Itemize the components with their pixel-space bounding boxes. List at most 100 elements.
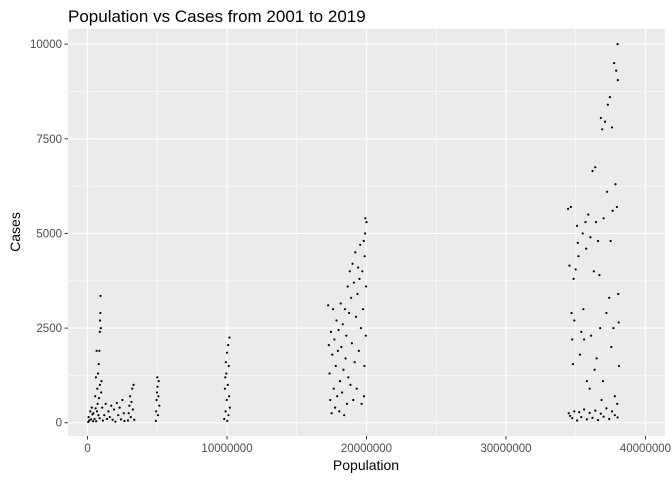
data-point (571, 362, 575, 366)
data-point (118, 406, 121, 409)
data-point (95, 349, 98, 352)
data-point (97, 397, 101, 400)
data-point (601, 128, 604, 131)
data-point (98, 383, 102, 386)
data-point (155, 391, 159, 394)
data-point (573, 410, 576, 413)
data-point (578, 411, 581, 414)
data-point (364, 217, 367, 220)
data-point (612, 61, 616, 65)
data-point (599, 326, 602, 330)
data-point (576, 241, 579, 245)
data-point (99, 311, 102, 315)
data-point (98, 417, 101, 420)
x-axis-ticks: 0 10000000 20000000 30000000 40000000 (84, 436, 671, 455)
data-point (122, 412, 125, 415)
y-tick-label: 7500 (36, 134, 62, 146)
data-point (569, 205, 572, 209)
data-point (111, 418, 114, 421)
data-point (616, 79, 619, 82)
x-axis-title: Population (333, 457, 399, 473)
data-point (595, 357, 598, 360)
data-point (341, 323, 344, 326)
data-point (593, 368, 596, 371)
data-point (568, 264, 571, 267)
data-point (349, 383, 352, 386)
data-point (362, 395, 366, 398)
data-point (337, 328, 340, 332)
data-point (364, 232, 367, 235)
data-point (123, 419, 126, 422)
data-point (566, 207, 570, 210)
data-point (225, 372, 228, 375)
data-point (617, 364, 621, 368)
data-point (340, 345, 343, 349)
data-point (606, 103, 609, 106)
data-point (119, 418, 123, 421)
data-point (133, 418, 136, 421)
data-point (363, 364, 366, 368)
y-axis-ticks: 0 2500 5000 7500 10000 (30, 39, 68, 430)
data-point (127, 412, 130, 415)
data-points (87, 43, 621, 424)
data-point (354, 315, 358, 318)
data-point (132, 383, 135, 386)
data-point (573, 319, 576, 322)
data-point (612, 326, 615, 330)
data-point (352, 398, 355, 402)
data-point (94, 395, 97, 398)
data-point (94, 407, 97, 410)
data-point (156, 414, 160, 417)
data-point (602, 217, 605, 220)
data-point (101, 419, 104, 422)
data-point (87, 415, 90, 419)
data-point (129, 415, 132, 419)
data-point (610, 126, 614, 129)
data-point (96, 402, 99, 405)
data-point (355, 387, 358, 390)
x-tick-label: 0 (84, 443, 90, 455)
data-point (596, 418, 600, 422)
data-point (225, 398, 228, 402)
data-point (227, 414, 230, 417)
data-point (615, 69, 618, 72)
data-point (605, 311, 608, 315)
data-point (345, 402, 349, 405)
data-point (357, 266, 360, 269)
data-point (362, 239, 365, 243)
data-point (352, 281, 356, 284)
data-point (98, 330, 101, 333)
data-point (343, 414, 346, 417)
x-tick-label: 10000000 (201, 443, 252, 455)
data-point (99, 326, 102, 330)
x-tick-label: 30000000 (480, 443, 531, 455)
data-point (588, 411, 591, 415)
data-point (110, 404, 113, 407)
data-point (616, 43, 619, 46)
data-point (608, 296, 611, 299)
data-point (615, 205, 618, 209)
data-point (570, 311, 573, 315)
data-point (94, 376, 97, 379)
data-point (606, 190, 609, 193)
data-point (108, 415, 111, 419)
data-point (616, 416, 619, 419)
y-tick-label: 2500 (36, 323, 62, 335)
data-point (90, 406, 93, 409)
data-point (348, 270, 351, 273)
data-point (580, 415, 583, 419)
data-point (100, 391, 103, 394)
data-point (154, 419, 157, 422)
data-point (617, 321, 620, 324)
data-point (576, 224, 579, 227)
data-point (223, 417, 226, 421)
data-point (117, 414, 120, 417)
data-point (572, 277, 575, 280)
data-point (598, 273, 601, 277)
data-point (156, 385, 159, 388)
data-point (224, 361, 227, 364)
data-point (588, 387, 591, 390)
data-point (601, 380, 605, 383)
data-point (582, 308, 585, 311)
data-point (93, 417, 96, 421)
